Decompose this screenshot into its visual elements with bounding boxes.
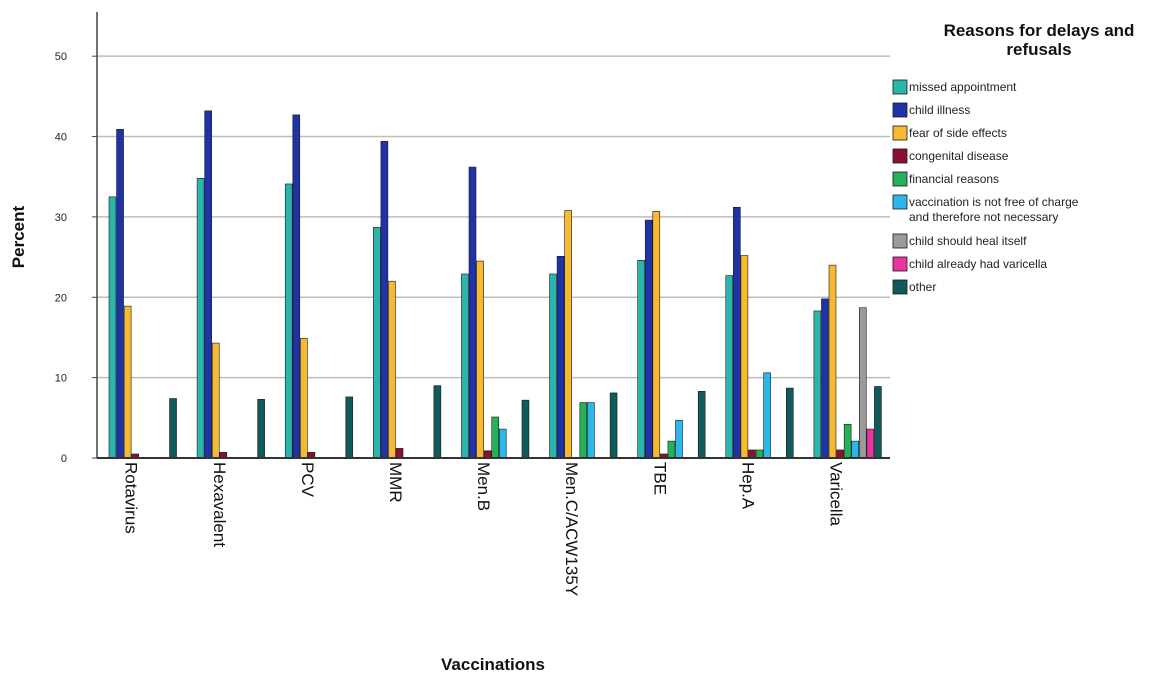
bar	[461, 273, 469, 459]
legend-label: child already had varicella	[909, 257, 1047, 271]
x-tick-label: PCV	[298, 462, 317, 498]
bar	[587, 402, 595, 459]
bar	[116, 129, 124, 459]
y-axis-title: Percent	[9, 205, 28, 268]
bars	[108, 110, 882, 459]
bar	[843, 423, 852, 459]
bar	[483, 450, 492, 459]
category-labels: Rotavirus Hexavalent PCV MMR Men.B Men.C/ACW1…	[122, 462, 846, 596]
bar	[211, 342, 220, 459]
bar	[755, 449, 764, 459]
bar	[836, 449, 844, 459]
y-tick-label: 40	[55, 132, 67, 144]
bar	[733, 206, 741, 459]
bar	[697, 390, 706, 459]
legend-swatch	[892, 279, 908, 295]
legend-title: refusals	[1006, 40, 1071, 59]
bar	[609, 392, 618, 459]
x-tick-label: TBE	[650, 462, 669, 495]
bar	[108, 196, 117, 459]
x-tick-label: Varicella	[827, 462, 846, 526]
legend-title: Reasons for delays and	[944, 21, 1135, 40]
y-tick-label: 0	[61, 453, 67, 465]
y-tick-label: 20	[55, 292, 67, 304]
x-tick-label: Hep.A	[738, 462, 757, 510]
bar	[257, 399, 265, 459]
bar	[433, 385, 442, 459]
bar	[521, 399, 530, 459]
x-tick-label: Hexavalent	[210, 462, 229, 547]
y-tick-label: 50	[55, 51, 67, 63]
bar	[786, 387, 794, 459]
bar	[123, 305, 132, 459]
bar	[284, 183, 293, 459]
legend-swatch	[892, 233, 908, 249]
x-tick-label: Rotavirus	[122, 462, 141, 534]
y-tick-label: 10	[55, 373, 67, 385]
bar	[644, 219, 653, 459]
bar	[579, 402, 588, 459]
bar	[380, 141, 389, 459]
legend-swatch	[892, 256, 908, 272]
bar	[556, 255, 565, 459]
legend-swatch	[892, 171, 908, 187]
bar	[564, 210, 572, 459]
bar	[388, 280, 396, 459]
bar	[476, 260, 484, 459]
bar	[373, 227, 381, 459]
y-tick-labels: 0 10 20 30 40 50	[55, 51, 67, 465]
bar	[169, 398, 177, 459]
bar	[204, 110, 212, 459]
legend-label: financial reasons	[909, 172, 999, 186]
bar	[498, 428, 507, 459]
bar	[874, 386, 882, 459]
legend-swatch	[892, 102, 908, 118]
bar	[828, 264, 837, 459]
legend-label: missed appointment	[909, 80, 1017, 94]
legend-label: child illness	[909, 103, 970, 117]
x-axis-title: Vaccinations	[441, 655, 545, 674]
bar	[491, 416, 499, 459]
bar	[196, 178, 205, 459]
bar	[345, 396, 354, 459]
legend-label: congenital disease	[909, 149, 1009, 163]
bar	[468, 166, 477, 459]
bar	[851, 440, 859, 459]
legend-swatch	[892, 194, 908, 210]
bar	[300, 337, 308, 459]
y-tick-label: 30	[55, 212, 67, 224]
axes	[96, 12, 890, 459]
bar	[292, 114, 301, 459]
legend-swatch	[892, 125, 908, 141]
bar	[395, 448, 404, 459]
legend-swatch	[892, 148, 908, 164]
bar	[748, 449, 756, 459]
bar	[675, 419, 683, 459]
bar	[740, 255, 749, 459]
legend-swatch	[892, 79, 908, 95]
legend-label: and therefore not necessary	[909, 210, 1058, 224]
bar	[725, 275, 734, 459]
bar	[652, 210, 661, 459]
grid-lines	[92, 55, 890, 459]
x-tick-label: MMR	[386, 462, 405, 503]
bar	[763, 372, 771, 459]
x-tick-label: Men.C/ACW135Y	[562, 462, 581, 596]
bar	[813, 310, 822, 459]
bar	[866, 428, 875, 459]
bar	[549, 273, 557, 459]
bar	[637, 260, 645, 459]
legend-label: vaccination is not free of charge	[909, 195, 1079, 209]
x-tick-label: Men.B	[474, 462, 493, 511]
bar	[858, 307, 867, 459]
legend-label: child should heal itself	[909, 234, 1027, 248]
bar	[821, 298, 829, 459]
legend-label: other	[909, 280, 936, 294]
legend-label: fear of side effects	[909, 126, 1007, 140]
bar	[667, 440, 676, 459]
